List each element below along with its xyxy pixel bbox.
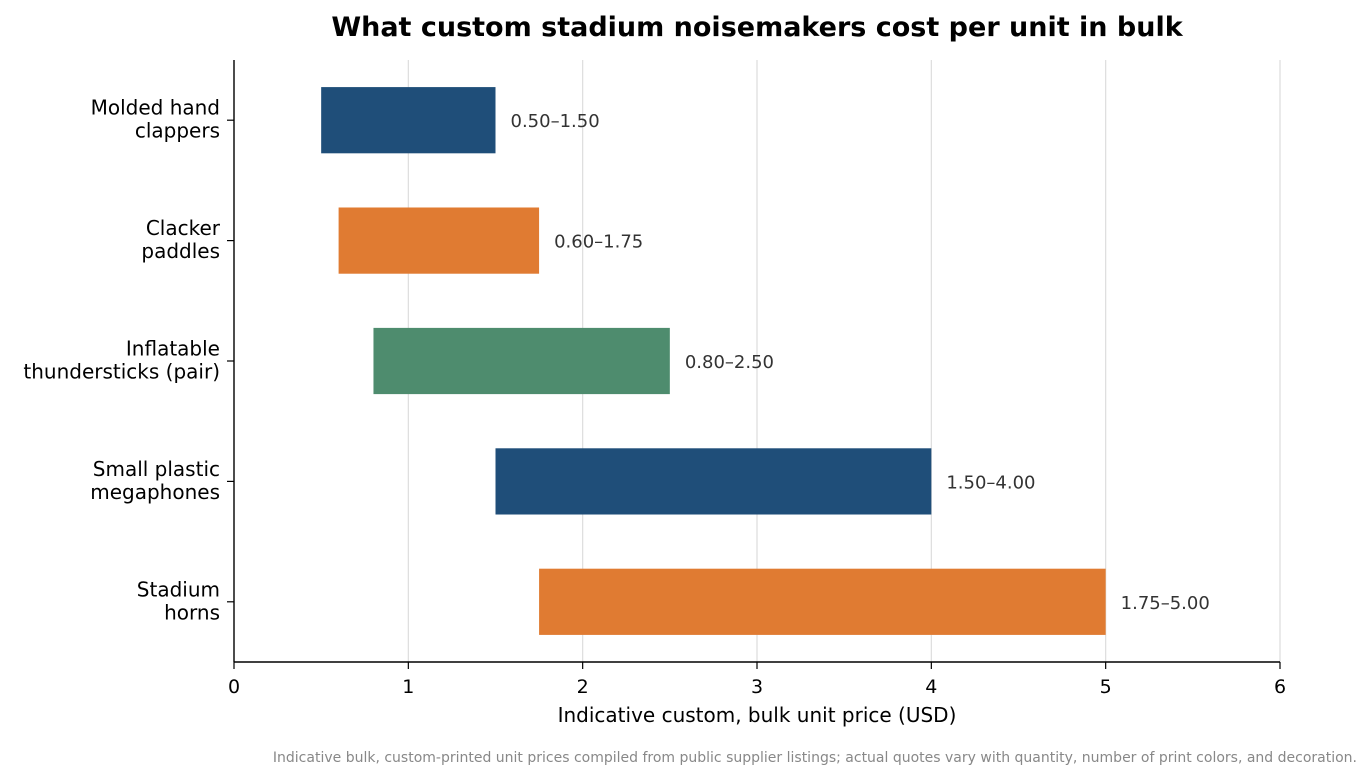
y-category-label-line: Small plastic: [93, 457, 220, 481]
y-category-label-line: megaphones: [90, 480, 220, 504]
range-bar: [539, 568, 1106, 635]
y-category-label-line: Stadium: [137, 577, 220, 601]
y-category-label-line: paddles: [141, 239, 220, 263]
x-axis-label: Indicative custom, bulk unit price (USD): [558, 703, 957, 727]
bar-value-label: 0.50–1.50: [511, 111, 600, 132]
bars: 0.50–1.50 0.60–1.75 0.80–2.50 1.50–4.00 1.75…: [321, 87, 1210, 635]
x-tick-label: 6: [1274, 676, 1286, 698]
x-tick-label: 3: [751, 676, 763, 698]
x-tick-label: 1: [402, 676, 414, 698]
bar-value-label: 1.50–4.00: [946, 472, 1035, 493]
y-category-label-line: clappers: [135, 119, 220, 143]
y-category-label-line: Inflatable: [126, 337, 220, 361]
y-category-label-line: horns: [164, 600, 220, 624]
bar-value-label: 0.60–1.75: [554, 232, 643, 253]
x-tick-label: 2: [577, 676, 589, 698]
range-bar: [321, 87, 496, 154]
x-tick-label: 4: [925, 676, 937, 698]
range-bar: [373, 327, 670, 395]
y-category-label: Molded hand clappers: [91, 96, 220, 143]
y-category-label-line: Clacker: [146, 216, 221, 240]
y-category-label-line: thundersticks (pair): [23, 360, 220, 384]
source-caption: Indicative bulk, custom-printed unit pri…: [272, 750, 1357, 766]
x-tick-label: 5: [1100, 676, 1112, 698]
y-category-label-line: Molded hand: [91, 96, 220, 120]
y-category-label: Inflatable thundersticks (pair): [23, 337, 220, 384]
x-tick-label: 0: [228, 676, 240, 698]
y-category-label: Stadium horns: [137, 577, 220, 624]
y-category-label: Clacker paddles: [141, 216, 220, 263]
gridlines: [407, 60, 1281, 662]
axes: 0 1 2 3 4 5 6 Molded hand clappers Clacker paddles…: [23, 60, 1286, 698]
bar-value-label: 0.80–2.50: [685, 352, 774, 373]
bar-value-label: 1.75–5.00: [1121, 593, 1210, 614]
y-category-label: Small plastic megaphones: [90, 457, 220, 504]
chart-title: What custom stadium noisemakers cost per…: [331, 12, 1183, 43]
range-bar: [495, 448, 932, 515]
range-bar: [338, 207, 540, 274]
